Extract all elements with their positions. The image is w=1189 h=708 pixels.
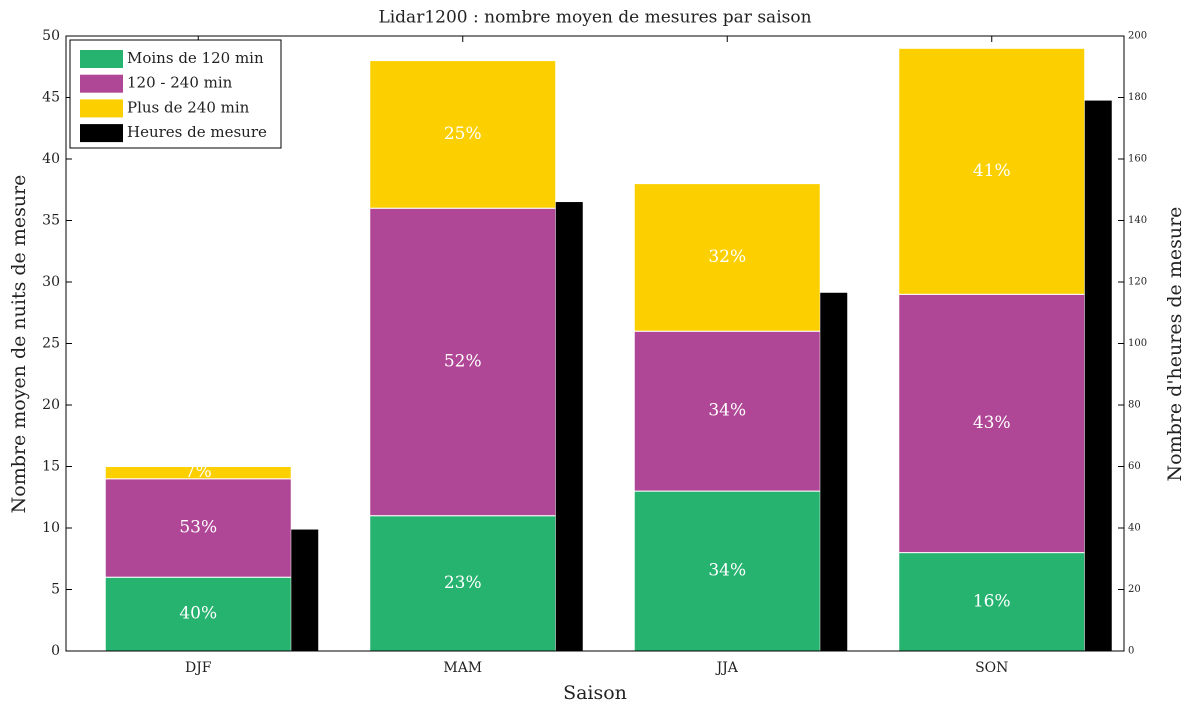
legend-label: 120 - 240 min: [127, 74, 233, 92]
percent-label: 52%: [444, 351, 482, 371]
y2-tick-label: 140: [1128, 215, 1147, 226]
hours-bar: [1084, 100, 1112, 651]
bar-segment: [369, 207, 557, 517]
percent-label: 43%: [973, 413, 1011, 433]
bar-segment: [898, 552, 1086, 652]
percent-label: 16%: [973, 591, 1011, 611]
bar-segment: [898, 293, 1086, 554]
y2-tick-label: 60: [1128, 461, 1141, 472]
legend-swatch: [80, 50, 123, 68]
y-tick-label: 5: [51, 582, 60, 598]
y-tick-label: 40: [42, 151, 60, 167]
hours-bar: [291, 529, 319, 651]
y-tick-label: 35: [42, 213, 60, 229]
y2-tick-label: 200: [1128, 31, 1147, 42]
percent-label: 53%: [179, 518, 217, 538]
bar-segment: [369, 515, 557, 652]
y-axis-title: Nombre moyen de nuits de mesure: [8, 175, 30, 514]
x-tick-label: DJF: [185, 660, 212, 676]
y-tick-label: 0: [51, 643, 60, 659]
y-tick-label: 15: [42, 459, 60, 475]
percent-label: 32%: [708, 247, 746, 267]
legend-swatch: [80, 99, 123, 118]
y-tick-label: 45: [42, 90, 60, 106]
percent-label: 40%: [179, 604, 217, 624]
y-tick-label: 25: [42, 336, 60, 352]
y-tick-label: 10: [42, 520, 60, 536]
hours-bar: [820, 292, 848, 651]
x-axis-title: Saison: [563, 682, 627, 704]
legend-swatch: [80, 124, 123, 143]
percent-label: 7%: [185, 462, 212, 482]
chart-title: Lidar1200 : nombre moyen de mesures par …: [378, 8, 811, 28]
legend-label: Plus de 240 min: [127, 98, 250, 116]
bar-segment: [369, 60, 557, 209]
percent-label: 34%: [708, 401, 746, 421]
y2-axis-title: Nombre d'heures de mesure: [1164, 207, 1186, 482]
legend-label: Heures de mesure: [127, 123, 267, 141]
y2-tick-label: 120: [1128, 277, 1147, 288]
x-tick-label: SON: [975, 660, 1008, 676]
y2-tick-label: 160: [1128, 154, 1147, 165]
y2-tick-label: 40: [1128, 523, 1141, 534]
hours-bar: [555, 202, 583, 652]
percent-label: 25%: [444, 124, 482, 144]
bar-segment: [633, 183, 821, 332]
y-tick-label: 30: [42, 274, 60, 290]
x-tick-label: JJA: [715, 660, 739, 676]
legend-swatch: [80, 74, 123, 93]
percent-label: 23%: [444, 573, 482, 593]
y-tick-label: 20: [42, 397, 60, 413]
y2-tick-label: 0: [1128, 646, 1134, 657]
y-tick-label: 50: [42, 28, 60, 44]
bar-segment: [104, 576, 292, 652]
legend-label: Moins de 120 min: [127, 49, 264, 67]
plot-frame: [65, 35, 1125, 652]
percent-label: 34%: [708, 561, 746, 581]
y2-tick-label: 180: [1128, 92, 1147, 103]
y2-tick-label: 100: [1128, 338, 1147, 349]
y2-tick-label: 20: [1128, 584, 1141, 595]
bar-segment: [633, 490, 821, 652]
y2-tick-label: 80: [1128, 400, 1141, 411]
bar-segment: [104, 466, 292, 480]
x-tick-label: MAM: [443, 660, 482, 676]
percent-label: 41%: [973, 161, 1011, 181]
bar-segment: [898, 47, 1086, 295]
